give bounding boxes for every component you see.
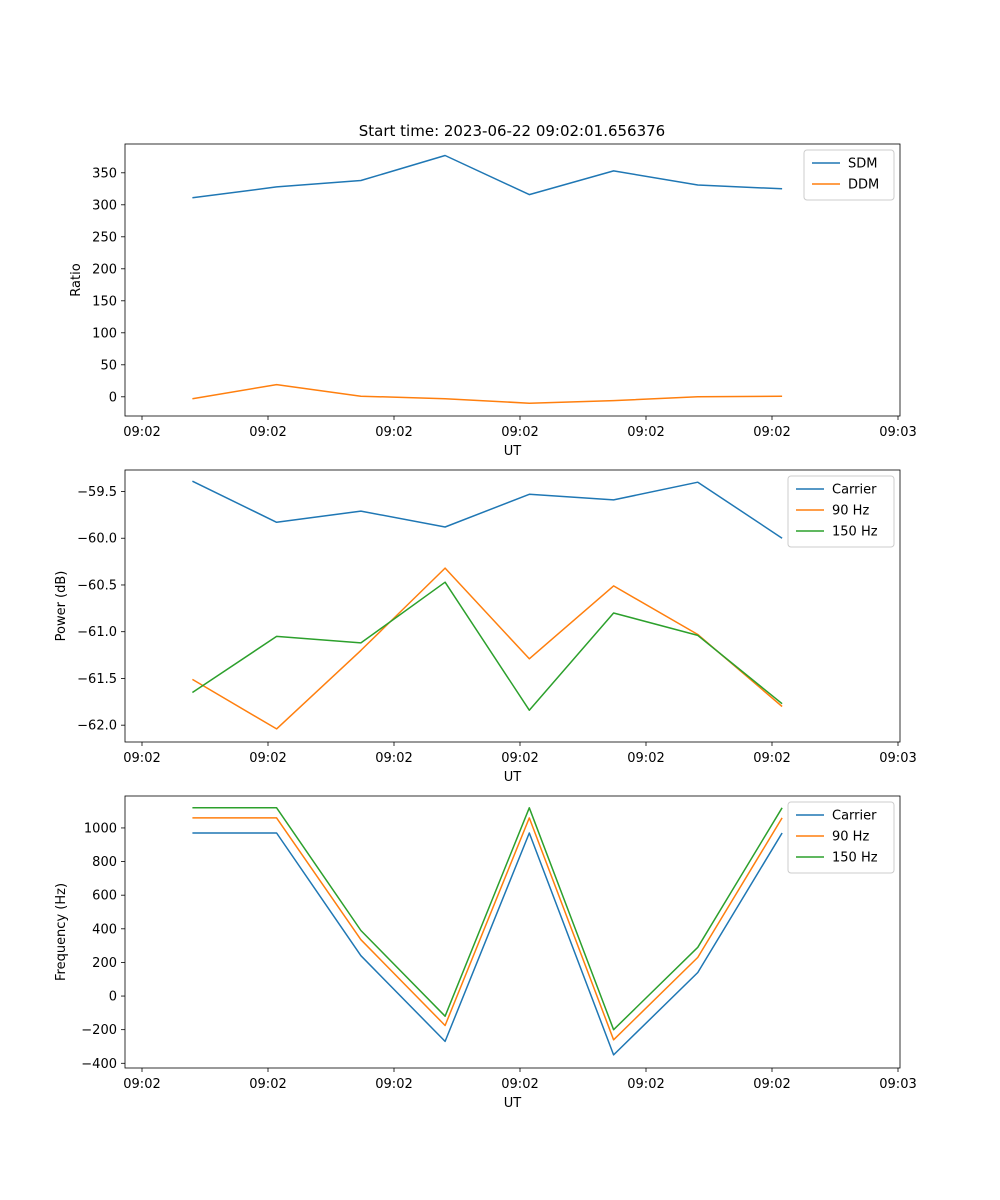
y-tick-label: −60.0 <box>77 532 117 547</box>
series-line-90-hz <box>192 817 783 1041</box>
x-tick-label: 09:02 <box>123 751 160 766</box>
y-tick-label: 200 <box>92 262 117 277</box>
y-tick-label: 1000 <box>84 821 117 836</box>
legend-label: DDM <box>848 178 879 193</box>
y-tick-label: −60.5 <box>77 578 117 593</box>
x-tick-label: 09:02 <box>753 425 790 440</box>
series-line-carrier <box>192 832 783 1056</box>
y-tick-label: 100 <box>92 326 117 341</box>
x-tick-label: 09:02 <box>753 751 790 766</box>
x-tick-label: 09:02 <box>249 425 286 440</box>
x-tick-label: 09:02 <box>375 425 412 440</box>
legend-label: Carrier <box>832 483 877 498</box>
y-tick-label: 200 <box>92 956 117 971</box>
x-tick-label: 09:02 <box>501 1077 538 1092</box>
x-tick-label: 09:02 <box>501 751 538 766</box>
legend-box <box>787 801 895 874</box>
y-tick-label: 0 <box>109 990 117 1005</box>
series-line-carrier <box>192 480 783 539</box>
legend: Carrier 90 Hz 150 Hz <box>787 801 895 874</box>
y-tick-label: 150 <box>92 294 117 309</box>
x-axis-label: UT <box>504 770 522 785</box>
y-tick-label: −200 <box>81 1023 117 1038</box>
y-axis-label: Power (dB) <box>54 571 69 642</box>
y-tick-label: −61.5 <box>77 672 117 687</box>
y-tick-label: 600 <box>92 889 117 904</box>
axes-frame <box>124 143 901 417</box>
legend-label: 90 Hz <box>832 504 869 519</box>
series-line-150-hz <box>192 807 783 1031</box>
y-tick-label: 50 <box>100 358 117 373</box>
subplot-2: −62.0 −61.5 −61.0 −60.5 −60.0 −59.5 09:02 09:02… <box>54 469 917 785</box>
y-tick-label: −59.5 <box>77 485 117 500</box>
x-tick-label: 09:02 <box>249 1077 286 1092</box>
y-tick-label: 800 <box>92 855 117 870</box>
x-tick-label: 09:02 <box>375 1077 412 1092</box>
x-tick-label: 09:02 <box>501 425 538 440</box>
y-tick-label: −61.0 <box>77 625 117 640</box>
x-tick-label: 09:03 <box>879 751 916 766</box>
y-tick-label: 0 <box>109 390 117 405</box>
series-line-150-hz <box>191 581 783 711</box>
subplot-3: −400 −200 0 200 400 600 800 1000 09:02 09:02 09:02… <box>54 795 917 1111</box>
figure-title: Start time: 2023-06-22 09:02:01.656376 <box>359 122 665 140</box>
x-tick-label: 09:03 <box>879 425 916 440</box>
x-tick-label: 09:02 <box>627 425 664 440</box>
axes-frame <box>124 469 901 743</box>
x-axis-label: UT <box>504 444 522 459</box>
y-tick-label: −62.0 <box>77 719 117 734</box>
x-tick-label: 09:02 <box>627 751 664 766</box>
axes-frame <box>124 795 901 1069</box>
y-tick-label: 300 <box>92 198 117 213</box>
subplot-1: 0 50 100 150 200 250 300 350 09:02 09:02 09:02 09:0… <box>69 143 917 459</box>
x-axis-label: UT <box>504 1096 522 1111</box>
x-tick-label: 09:02 <box>123 425 160 440</box>
legend: SDM DDM <box>803 149 895 201</box>
series-line-sdm <box>192 154 783 199</box>
legend: Carrier 90 Hz 150 Hz <box>787 475 895 548</box>
y-axis-label: Ratio <box>69 263 84 296</box>
series-line-90-hz <box>192 567 783 730</box>
x-tick-label: 09:02 <box>753 1077 790 1092</box>
x-tick-label: 09:03 <box>879 1077 916 1092</box>
x-tick-label: 09:02 <box>123 1077 160 1092</box>
y-tick-label: −400 <box>81 1057 117 1072</box>
legend-label: 150 Hz <box>832 851 878 866</box>
legend-label: SDM <box>848 157 877 172</box>
legend-label: Carrier <box>832 809 877 824</box>
y-axis-label: Frequency (Hz) <box>54 883 69 981</box>
legend-label: 150 Hz <box>832 525 878 540</box>
legend-box <box>787 475 895 548</box>
y-tick-label: 250 <box>92 230 117 245</box>
legend-label: 90 Hz <box>832 830 869 845</box>
subplots: 0 50 100 150 200 250 300 350 09:02 09:02 09:02 09:0… <box>54 143 917 1111</box>
series-line-ddm <box>192 383 783 404</box>
y-tick-label: 350 <box>92 166 117 181</box>
x-tick-label: 09:02 <box>375 751 412 766</box>
x-tick-label: 09:02 <box>627 1077 664 1092</box>
x-tick-label: 09:02 <box>249 751 286 766</box>
y-tick-label: 400 <box>92 922 117 937</box>
